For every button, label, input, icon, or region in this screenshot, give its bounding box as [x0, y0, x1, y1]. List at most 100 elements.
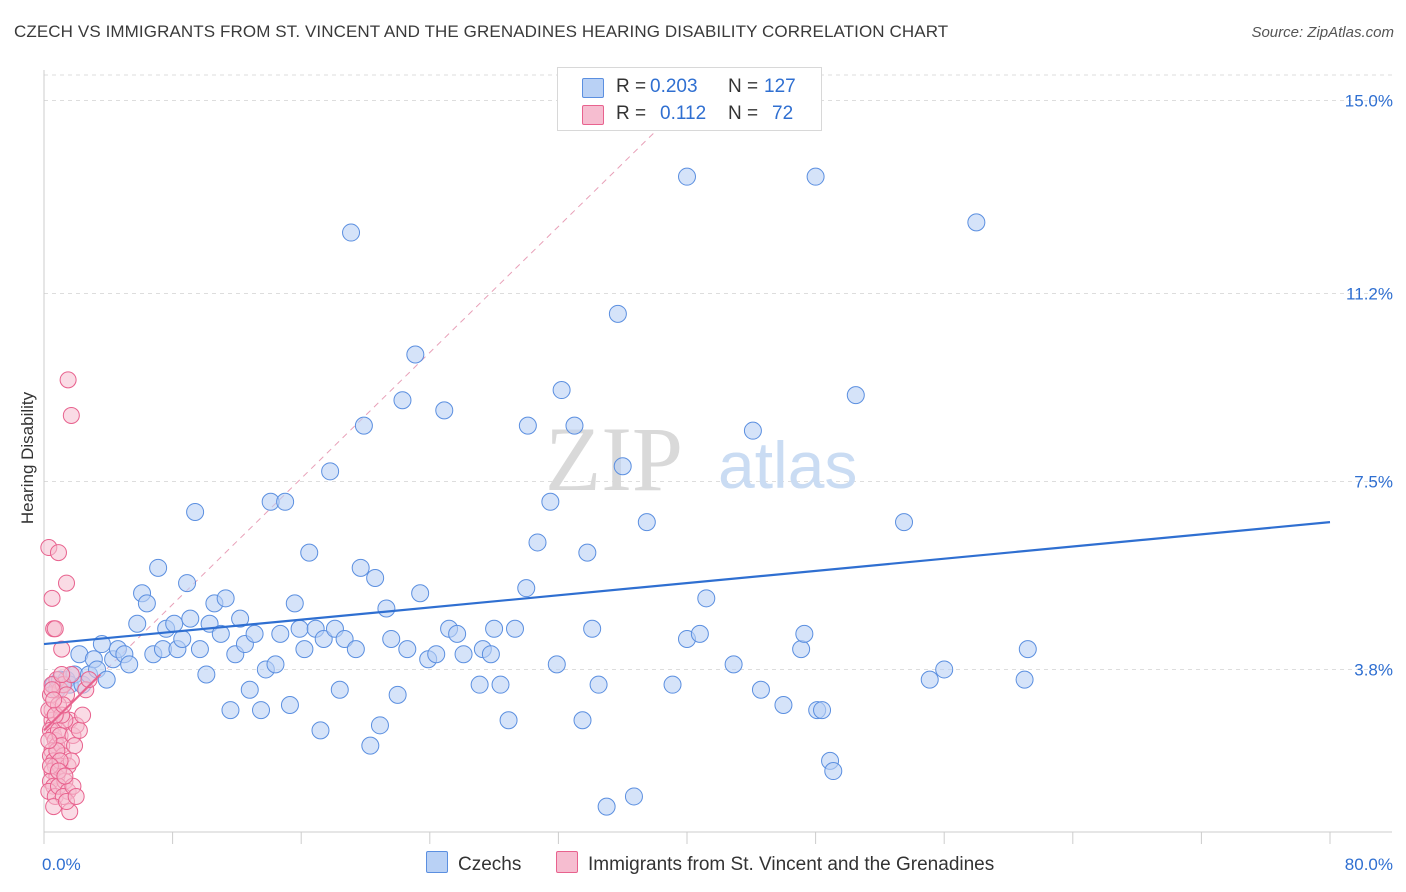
czech-point — [589, 675, 608, 694]
bottom-legend-czech-label: Czechs — [458, 854, 522, 875]
stats-legend: R = 0.203 N = 127 R = 0.112 N = 72 — [557, 67, 822, 131]
legend-swatch-czech — [582, 78, 604, 98]
czech-point — [377, 599, 396, 618]
x-tick-label: 80.0% — [1345, 855, 1393, 874]
y-tick-label: 15.0% — [1345, 91, 1393, 110]
czech-point — [266, 655, 285, 674]
watermark-atlas: atlas — [718, 428, 857, 502]
czech-point — [792, 640, 811, 659]
svg-immigrant-point — [53, 640, 71, 658]
svg-immigrant-point — [43, 589, 61, 607]
svg-immigrant-point — [56, 767, 74, 785]
czech-point — [663, 675, 682, 694]
czech-point — [427, 645, 446, 664]
czech-point — [190, 640, 209, 659]
czech-point — [197, 665, 216, 684]
czech-point — [221, 701, 240, 720]
legend-n-value: 72 — [772, 103, 794, 124]
czech-point — [330, 680, 349, 699]
czech-point — [398, 640, 417, 659]
czech-point — [552, 381, 571, 400]
czech-point — [724, 655, 743, 674]
czech-point — [366, 569, 385, 587]
czech-point — [231, 609, 250, 628]
czech-point — [361, 736, 380, 755]
czech-point — [846, 386, 865, 405]
czech-point — [583, 619, 602, 638]
czech-point — [178, 574, 197, 593]
czech-point — [1015, 670, 1034, 689]
czech-point — [518, 416, 537, 435]
y-axis-label: Hearing Disability — [18, 391, 37, 525]
czech-point — [806, 167, 825, 186]
czech-point — [370, 716, 389, 735]
svg-immigrant-point — [80, 671, 98, 689]
czech-point — [485, 619, 504, 638]
czech-point — [637, 513, 656, 532]
czech-point — [678, 167, 696, 186]
czech-point — [1018, 640, 1037, 659]
svg-immigrant-point — [67, 787, 85, 805]
czech-point — [406, 345, 425, 364]
svg-immigrant-point — [70, 721, 88, 739]
czech-point — [321, 462, 340, 481]
czech-point — [335, 629, 354, 648]
czech-point — [920, 670, 939, 689]
czech-point — [211, 624, 230, 643]
svg-immigrant-points — [40, 371, 98, 821]
trend-extended-pink — [43, 100, 688, 731]
czech-point — [597, 797, 616, 816]
czech-point — [285, 594, 304, 613]
bottom-swatch-czech — [426, 851, 448, 873]
czech-point — [311, 721, 330, 740]
legend-n-value: 127 — [764, 76, 796, 97]
bottom-legend-svg-imm-label: Immigrants from St. Vincent and the Gren… — [588, 854, 995, 875]
czech-point — [690, 624, 709, 643]
czech-point — [743, 421, 762, 440]
czech-point — [608, 304, 627, 323]
svg-immigrant-point — [46, 620, 64, 638]
legend-r-label: R = — [616, 103, 647, 124]
czech-point — [448, 624, 467, 643]
czech-point — [342, 223, 361, 242]
legend-r-value: 0.112 — [660, 103, 707, 124]
czech-point — [541, 492, 560, 511]
czech-point — [491, 675, 510, 694]
legend-n-label: N = — [728, 103, 759, 124]
trend-lines — [43, 521, 1331, 732]
czech-point — [528, 533, 547, 552]
czech-point — [935, 660, 954, 679]
czech-point — [271, 624, 290, 643]
czech-point — [470, 675, 489, 694]
svg-immigrant-point — [58, 574, 76, 592]
bottom-legend-svg-imm: Immigrants from St. Vincent and the Gren… — [556, 851, 994, 876]
czech-point — [300, 543, 319, 562]
svg-immigrant-point — [74, 706, 92, 724]
czech-point — [181, 609, 200, 628]
czech-point — [149, 558, 168, 577]
czech-point — [295, 640, 314, 659]
czech-point — [240, 680, 259, 699]
y-tick-label: 3.8% — [1354, 660, 1393, 679]
czech-point — [481, 645, 500, 664]
czech-point — [751, 680, 770, 699]
svg-immigrant-point — [62, 406, 80, 424]
czech-trend-line — [43, 521, 1331, 646]
czech-point — [314, 629, 333, 648]
y-tick-label: 7.5% — [1354, 472, 1393, 491]
legend-n-label: N = — [728, 76, 759, 97]
czech-point — [774, 696, 793, 714]
czech-point — [393, 391, 412, 410]
czech-point — [216, 589, 235, 608]
czech-point — [613, 457, 632, 476]
czech-point — [624, 787, 643, 806]
svg-immigrant-point — [59, 371, 77, 389]
bottom-swatch-svg-imm — [556, 851, 578, 873]
czech-point — [435, 401, 454, 420]
x-tick-label: 0.0% — [42, 855, 81, 874]
czech-point — [795, 624, 814, 643]
chart-title: CZECH VS IMMIGRANTS FROM ST. VINCENT AND… — [14, 22, 949, 41]
czech-point — [276, 492, 295, 511]
svg-immigrant-point — [66, 737, 84, 755]
czech-point — [499, 711, 518, 730]
